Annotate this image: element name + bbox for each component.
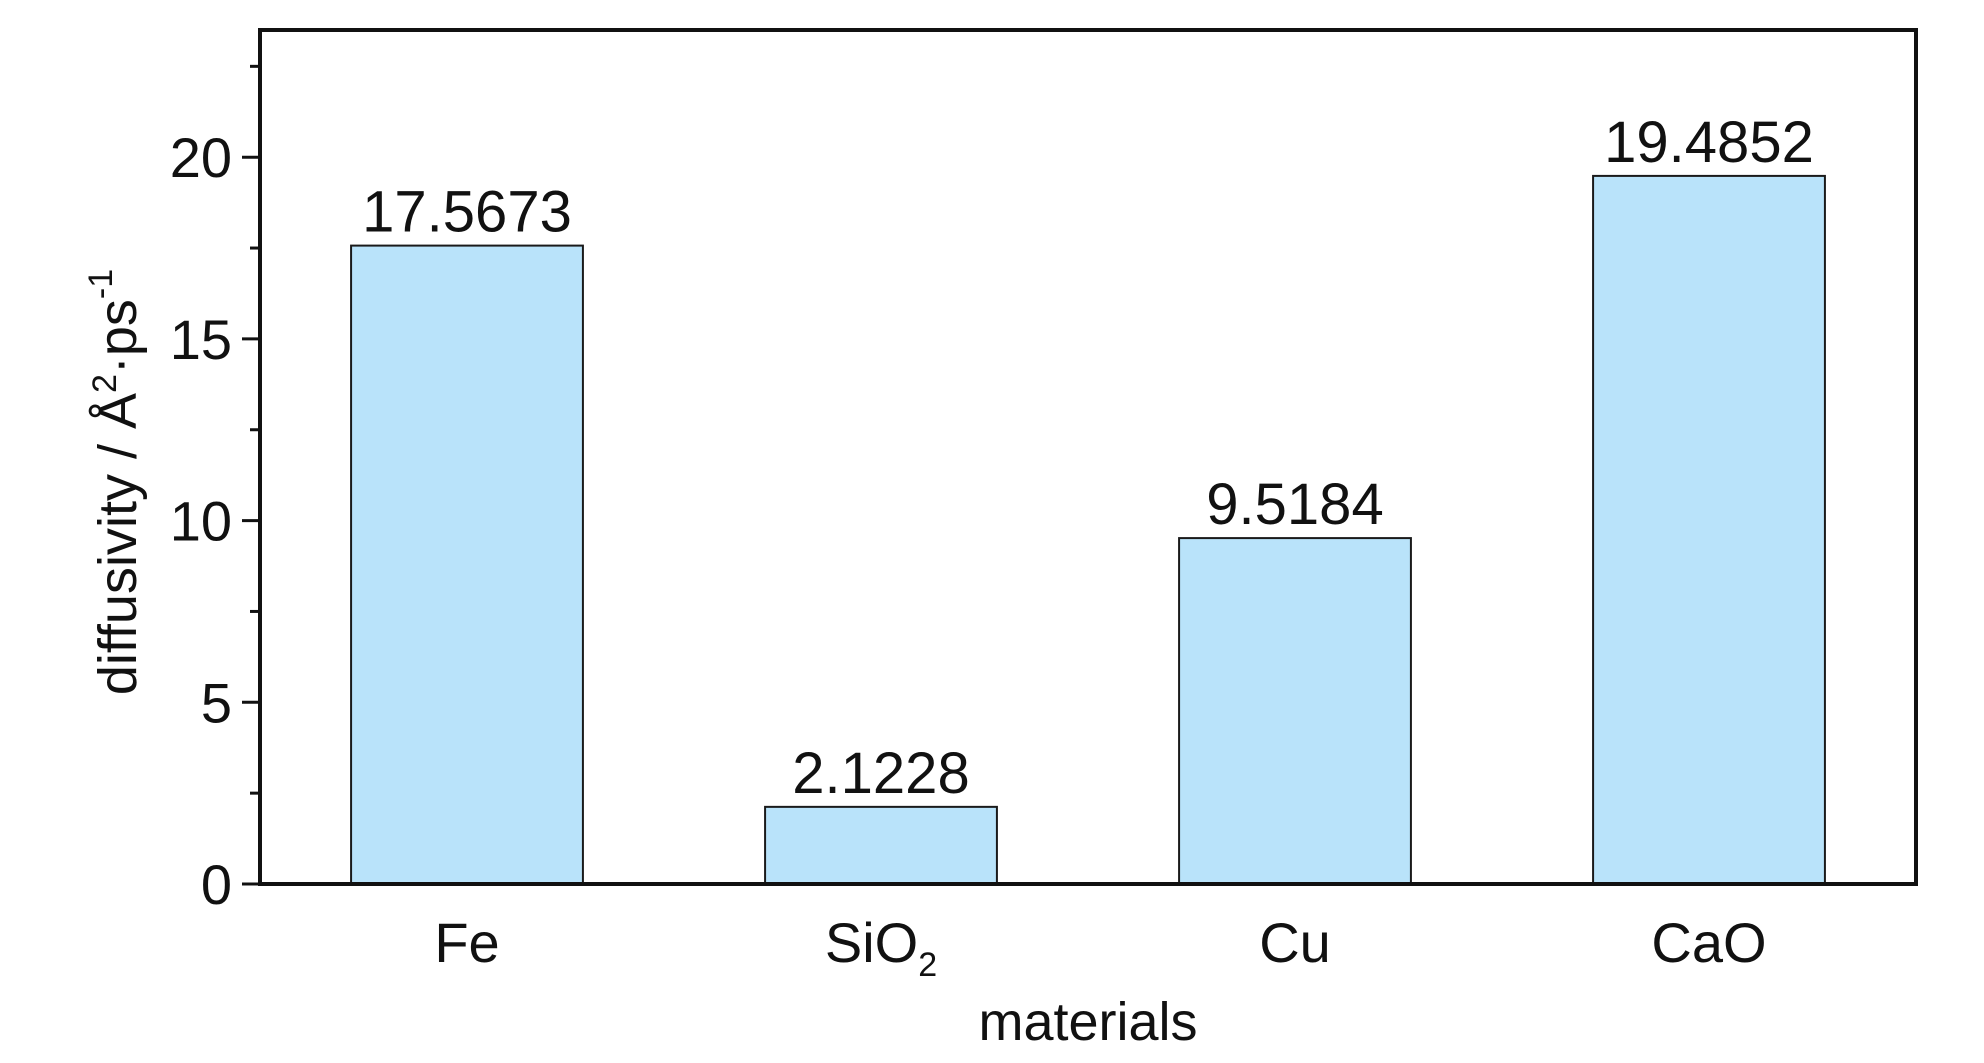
value-label-fe: 17.5673	[362, 180, 572, 245]
y-tick-label: 20	[170, 126, 232, 189]
x-tick-label-main: CaO	[1651, 911, 1766, 974]
x-tick-label-cao: CaO	[1651, 911, 1766, 974]
y-tick-label: 0	[201, 853, 232, 916]
x-tick-label-sub: 2	[918, 946, 937, 984]
y-tick-label: 5	[201, 671, 232, 734]
y-axis-title: diffusivity / Å2·ps-1	[82, 269, 148, 695]
y-axis-title-sup2: -1	[82, 269, 120, 299]
x-tick-label-fe: Fe	[434, 911, 499, 974]
bar-sio2	[764, 805, 998, 886]
value-label-sio2: 2.1228	[792, 741, 969, 806]
bar-cao	[1592, 174, 1826, 885]
x-axis-title: materials	[978, 992, 1197, 1052]
bar-fe	[350, 244, 584, 885]
plot-frame	[258, 28, 1918, 886]
x-tick-label-sio2: SiO2	[825, 911, 937, 984]
y-axis-title-main: diffusivity / Å	[88, 393, 148, 695]
x-tick-labels: Fe SiO2 Cu CaO	[434, 911, 1766, 984]
x-tick-label-main: SiO	[825, 911, 918, 974]
y-axis-ticks: 0 5 10 15 20	[170, 64, 260, 916]
bar-cu	[1178, 537, 1412, 885]
y-axis-title-unit: ·ps	[88, 299, 148, 374]
bars-group	[350, 174, 1826, 886]
value-labels-group: 17.5673 2.1228 9.5184 19.4852	[362, 110, 1814, 806]
y-tick-label: 15	[170, 308, 232, 371]
x-tick-label-main: Cu	[1259, 911, 1331, 974]
y-tick-label: 10	[170, 490, 232, 553]
value-label-cu: 9.5184	[1206, 472, 1383, 537]
x-tick-label-main: Fe	[434, 911, 499, 974]
value-label-cao: 19.4852	[1604, 110, 1814, 175]
x-tick-label-cu: Cu	[1259, 911, 1331, 974]
y-axis-title-sup1: 2	[86, 374, 124, 393]
